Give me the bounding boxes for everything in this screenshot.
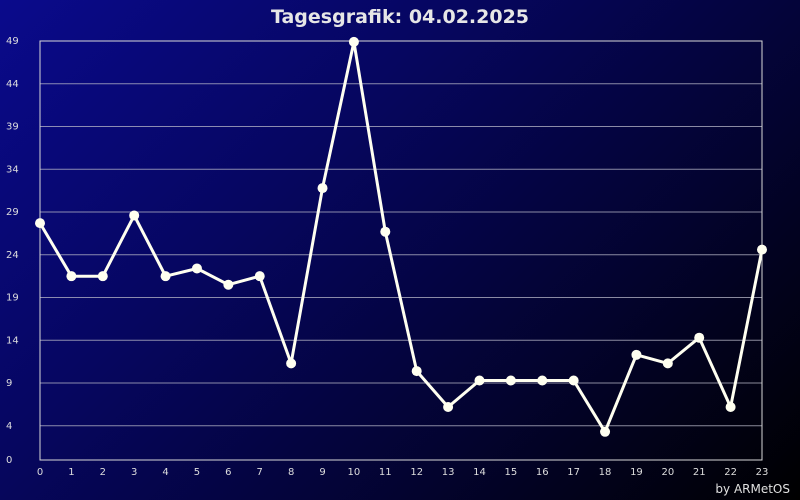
data-point-17: [568, 375, 579, 386]
x-tick-label: 6: [225, 467, 231, 478]
data-point-23: [757, 244, 767, 255]
data-point-2: [97, 271, 108, 282]
data-point-4: [160, 271, 171, 282]
data-point-0: [35, 218, 45, 229]
plot-frame: [39, 40, 763, 461]
data-point-18: [600, 426, 611, 437]
data-point-15: [505, 375, 516, 386]
data-point-3: [129, 210, 140, 221]
grid-layer: [40, 83, 762, 427]
y-tick-label: 24: [6, 250, 19, 261]
data-point-11: [380, 226, 391, 237]
y-tick-label: 4: [6, 421, 12, 432]
y-tick-label: 14: [6, 335, 19, 346]
x-tick-label: 8: [288, 467, 294, 478]
x-tick-label: 0: [37, 467, 43, 478]
x-tick-label: 17: [567, 467, 580, 478]
data-point-5: [191, 263, 202, 274]
data-point-1: [66, 271, 77, 282]
x-tick-label: 12: [410, 467, 423, 478]
data-point-16: [537, 375, 548, 386]
y-tick-label: 29: [6, 207, 19, 218]
credit-label: by ARMetOS: [715, 482, 790, 496]
data-point-13: [443, 401, 454, 412]
series-line: [38, 40, 764, 434]
x-tick-label: 9: [319, 467, 325, 478]
data-point-6: [223, 279, 234, 290]
y-tick-label: 34: [6, 164, 19, 175]
y-tick-label: 0: [6, 455, 12, 466]
data-points: [35, 36, 767, 437]
x-tick-label: 3: [131, 467, 137, 478]
x-tick-label: 7: [257, 467, 263, 478]
x-tick-label: 5: [194, 467, 200, 478]
y-tick-label: 49: [6, 36, 19, 47]
data-point-10: [348, 36, 359, 47]
data-point-22: [725, 401, 736, 412]
x-tick-label: 15: [505, 467, 518, 478]
x-tick-label: 1: [68, 467, 74, 478]
x-tick-label: 4: [162, 467, 168, 478]
x-tick-label: 13: [442, 467, 455, 478]
x-axis-ticks: 0 1 2 3 4 5 6 7 8 9 10 11 12 13 14 15 16 17 18 19 20 21 22 23: [37, 467, 769, 478]
data-point-7: [254, 271, 265, 282]
data-point-21: [694, 332, 705, 343]
x-tick-label: 11: [379, 467, 392, 478]
y-tick-label: 9: [6, 378, 12, 389]
x-tick-label: 19: [630, 467, 643, 478]
y-tick-label: 39: [6, 122, 19, 133]
chart-title: Tagesgrafik: 04.02.2025: [271, 6, 529, 28]
data-point-9: [317, 183, 328, 194]
data-point-8: [286, 358, 297, 369]
data-point-19: [631, 349, 642, 360]
x-tick-label: 18: [599, 467, 612, 478]
x-tick-label: 20: [661, 467, 674, 478]
data-point-20: [662, 358, 673, 369]
y-tick-label: 19: [6, 293, 19, 304]
data-point-12: [411, 366, 422, 377]
x-tick-label: 21: [693, 467, 706, 478]
x-tick-label: 22: [724, 467, 737, 478]
x-tick-label: 23: [756, 467, 769, 478]
data-point-14: [474, 375, 485, 386]
x-tick-label: 16: [536, 467, 549, 478]
y-tick-label: 44: [6, 79, 19, 90]
x-tick-label: 14: [473, 467, 486, 478]
x-tick-label: 2: [100, 467, 106, 478]
x-tick-label: 10: [348, 467, 361, 478]
